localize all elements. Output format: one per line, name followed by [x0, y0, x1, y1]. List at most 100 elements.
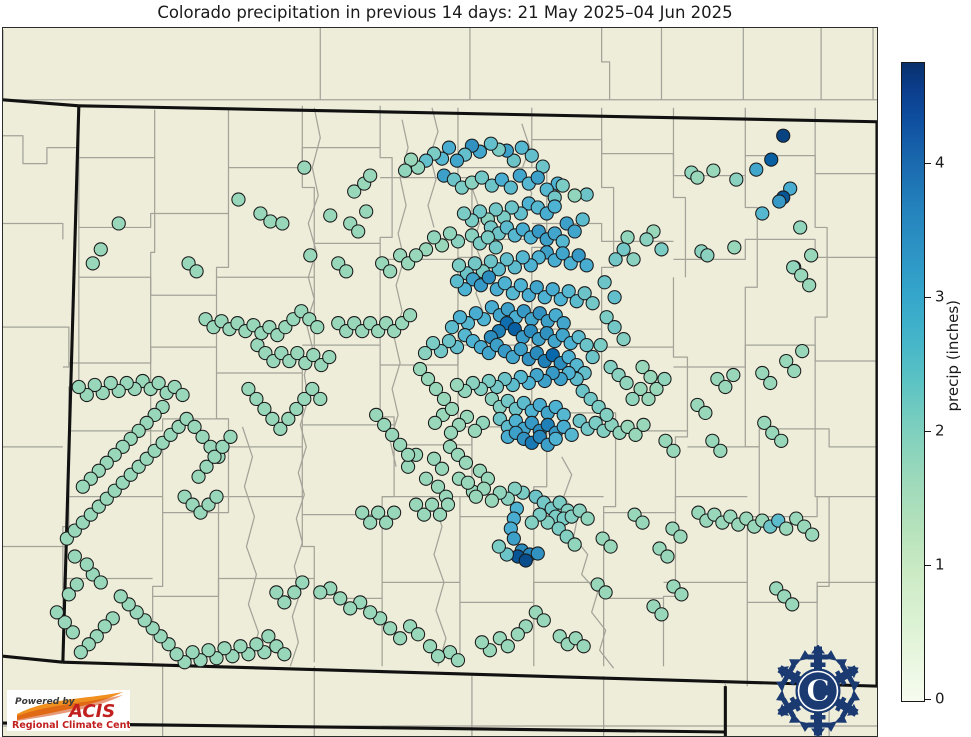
station-marker: [658, 433, 673, 448]
station-marker: [764, 152, 779, 167]
station-marker: [597, 275, 612, 290]
station-marker: [297, 391, 312, 407]
station-marker: [379, 515, 394, 530]
station-marker: [616, 332, 631, 347]
station-marker: [494, 172, 509, 187]
station-marker: [585, 349, 600, 365]
station-marker: [633, 381, 648, 397]
station-marker: [571, 248, 586, 263]
station-marker: [189, 264, 204, 279]
station-marker: [257, 401, 272, 417]
station-marker: [310, 320, 325, 335]
station-marker: [580, 511, 595, 526]
station-marker: [776, 128, 791, 143]
station-marker: [625, 391, 640, 407]
station-marker: [427, 415, 443, 430]
station-marker: [757, 415, 772, 430]
colorbar-ticklabel-4: 4: [935, 153, 945, 172]
map-axes[interactable]: [2, 27, 878, 737]
station-marker: [603, 539, 618, 554]
station-marker: [305, 381, 320, 397]
station-marker: [290, 345, 305, 361]
station-marker: [512, 168, 527, 183]
station-marker: [313, 391, 328, 407]
station-marker: [201, 643, 216, 658]
station-marker: [802, 278, 817, 293]
station-marker: [67, 549, 82, 564]
station-marker: [103, 375, 118, 391]
station-marker: [444, 320, 460, 335]
station-marker: [187, 419, 202, 434]
station-marker: [451, 258, 467, 273]
station-marker: [518, 553, 533, 568]
station-marker: [303, 248, 318, 263]
station-marker: [440, 497, 456, 512]
station-marker: [779, 353, 794, 369]
station-marker: [425, 336, 441, 351]
station-marker: [412, 361, 428, 377]
page-title: Colorado precipitation in previous 14 da…: [157, 3, 733, 22]
station-marker: [729, 172, 744, 187]
station-marker: [575, 212, 590, 227]
station-marker: [483, 254, 498, 269]
station-marker: [506, 531, 521, 546]
station-marker: [577, 286, 592, 301]
station-marker: [450, 653, 466, 668]
station-marker: [787, 363, 802, 379]
station-marker: [690, 170, 705, 185]
station-marker: [567, 188, 582, 203]
station-marker: [87, 377, 102, 393]
svg-text:ACIS: ACIS: [67, 701, 115, 722]
station-marker: [713, 443, 728, 458]
colorbar-tick-1: [925, 565, 931, 566]
station-marker: [620, 230, 635, 245]
snowflake-letter-c: C: [806, 674, 830, 709]
colorbar-ticklabel-3: 3: [935, 287, 945, 306]
station-marker: [793, 220, 808, 235]
station-marker: [765, 425, 780, 440]
station-marker: [499, 252, 514, 267]
station-marker: [673, 529, 688, 544]
station-marker: [347, 184, 362, 199]
station-marker: [513, 278, 528, 293]
station-marker: [626, 252, 641, 267]
station-marker: [249, 391, 264, 407]
station-marker: [491, 539, 506, 554]
colorbar-tick-2: [925, 431, 931, 432]
colorbar-axis-label: precip (inches): [944, 300, 962, 412]
station-marker: [503, 180, 518, 195]
station-marker: [207, 449, 222, 464]
station-marker: [417, 345, 433, 361]
colorbar: 4 3 2 1 0: [901, 62, 945, 706]
station-marker: [410, 627, 426, 642]
station-marker: [323, 208, 338, 223]
station-marker: [555, 178, 570, 193]
station-marker: [441, 334, 457, 349]
station-marker: [547, 199, 562, 214]
station-marker: [657, 371, 672, 387]
station-marker: [567, 537, 582, 552]
station-marker: [660, 549, 675, 564]
station-marker: [322, 349, 337, 365]
station-marker: [608, 252, 623, 267]
station-marker: [297, 160, 312, 175]
station-marker: [641, 391, 656, 407]
station-marker: [805, 527, 820, 542]
station-marker: [402, 308, 418, 323]
station-marker: [430, 649, 446, 664]
station-marker: [472, 204, 488, 219]
station-marker: [434, 461, 450, 476]
station-marker: [265, 411, 280, 427]
station-marker: [794, 268, 809, 283]
station-marker: [287, 585, 302, 600]
station-marker: [426, 451, 442, 466]
station-marker: [467, 256, 483, 271]
station-marker: [392, 631, 408, 646]
station-marker: [579, 337, 594, 353]
station-marker: [755, 365, 770, 381]
station-marker: [774, 433, 789, 448]
svg-text:Regional Climate Centers: Regional Climate Centers: [12, 720, 130, 731]
station-marker: [666, 443, 681, 458]
station-marker: [727, 240, 742, 255]
station-marker: [97, 619, 112, 634]
